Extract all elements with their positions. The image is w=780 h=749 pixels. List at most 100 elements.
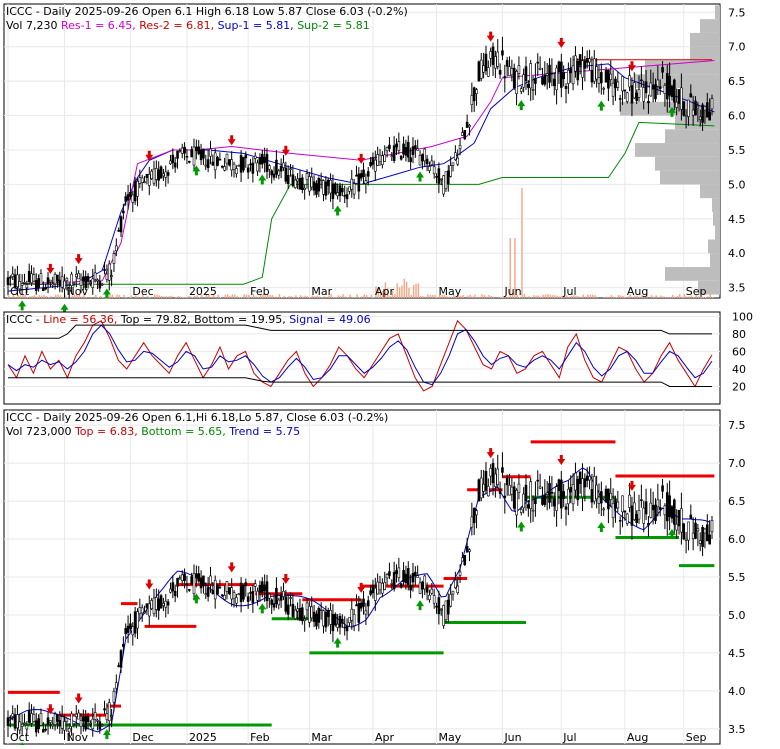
panel-price-support-resistance-volume-bar — [34, 295, 35, 298]
panel-price-support-resistance-volume-bar — [663, 296, 664, 298]
panel-price-support-resistance-frame — [4, 4, 720, 298]
panel-price-trend-candle-body — [664, 506, 666, 515]
panel-price-trend-candle-body — [106, 714, 108, 720]
panel-price-trend-candle-body — [426, 587, 428, 592]
panel-price-trend-candle-body — [40, 713, 42, 725]
panel-price-support-resistance-candle-body — [167, 173, 169, 176]
panel-price-trend-x-tick-label: Dec — [132, 731, 153, 744]
panel-price-trend-candle-body — [191, 577, 193, 585]
panel-price-trend-candle-body — [7, 718, 9, 726]
panel-price-trend-candle-body — [80, 720, 82, 726]
panel-price-support-resistance-volume-bar — [679, 294, 680, 298]
panel-price-support-resistance-volume-bar — [345, 297, 346, 298]
panel-price-support-resistance-candle-body — [579, 55, 581, 66]
panel-price-support-resistance-volume-bar — [225, 295, 226, 298]
panel-price-support-resistance-volume-profile-bar — [715, 226, 720, 240]
panel-price-trend-candle-body — [662, 486, 664, 492]
panel-price-trend-candle-body — [200, 578, 202, 588]
panel-price-trend-candle-body — [633, 503, 635, 520]
panel-price-trend-candle-body — [622, 496, 624, 512]
panel-price-trend-candle-body — [377, 582, 379, 594]
panel-stochastic-oscillator-y-tick-label: 100 — [732, 310, 753, 323]
panel-price-support-resistance-candle-body — [395, 144, 397, 147]
panel-price-trend-candle-body — [250, 592, 252, 593]
panel-price-trend-candle-body — [56, 715, 58, 722]
panel-price-support-resistance-candle-body — [344, 195, 346, 196]
panel-price-trend-candle-body — [282, 591, 284, 596]
panel-price-support-resistance-candle-body — [499, 70, 501, 74]
panel-price-support-resistance-candle-body — [487, 68, 489, 77]
panel-price-trend-candle-body — [247, 597, 249, 602]
panel-price-trend-candle-body — [155, 597, 157, 609]
panel-price-support-resistance-volume-bar — [469, 295, 470, 298]
panel-price-support-resistance-candle-body — [200, 151, 202, 160]
panel-price-support-resistance-volume-bar — [618, 295, 619, 298]
panel-price-trend-candle-body — [12, 714, 14, 717]
panel-price-support-resistance-volume-bar — [606, 297, 607, 298]
panel-price-trend-candle-body — [290, 598, 292, 599]
panel-price-support-resistance-x-tick-label: Sep — [686, 285, 707, 298]
panel-price-support-resistance-candle-body — [358, 174, 360, 191]
panel-price-support-resistance-volume-bar — [100, 296, 101, 298]
panel-price-trend-candle-body — [619, 520, 621, 521]
panel-price-trend-candle-body — [26, 725, 28, 729]
panel-price-trend-candle-body — [582, 479, 584, 497]
panel-price-support-resistance-candle-body — [153, 169, 155, 183]
panel-price-support-resistance-candle-body — [146, 174, 148, 177]
panel-price-support-resistance-candle-body — [52, 284, 54, 285]
panel-price-support-resistance-candle-body — [313, 182, 315, 191]
panel-price-trend-x-tick-label: Feb — [250, 731, 269, 744]
panel-price-support-resistance-volume-bar — [557, 296, 558, 298]
panel-price-trend-candle-body — [617, 502, 619, 508]
panel-price-support-resistance-volume-bar — [333, 297, 334, 298]
panel-price-support-resistance-volume-bar — [429, 295, 430, 298]
panel-price-support-resistance-candle-body — [683, 102, 685, 116]
panel-price-support-resistance-y-tick-label: 3.5 — [728, 282, 746, 295]
panel-price-support-resistance-volume-bar — [342, 294, 343, 298]
panel-price-trend-candle-body — [523, 494, 525, 508]
panel-price-support-resistance-volume-bar — [674, 297, 675, 298]
panel-price-trend-candle-body — [66, 718, 68, 721]
panel-price-trend-candle-body — [537, 480, 539, 481]
panel-price-trend-candle-body — [188, 589, 190, 590]
panel-price-support-resistance-volume-bar — [587, 294, 588, 298]
panel-price-trend-candle-body — [104, 709, 106, 710]
panel-price-support-resistance-candle-body — [662, 67, 664, 72]
panel-price-trend-candle-body — [534, 498, 536, 504]
panel-price-trend-candle-body — [483, 484, 485, 491]
panel-price-support-resistance-volume-bar — [168, 296, 169, 298]
panel-price-support-resistance-volume-bar — [112, 295, 113, 298]
panel-price-support-resistance-volume-bar — [540, 297, 541, 298]
panel-price-support-resistance-volume-bar — [404, 279, 405, 298]
panel-price-trend-x-tick-label: 2025 — [189, 731, 217, 744]
panel-price-support-resistance-candle-body — [676, 102, 678, 107]
panel-price-support-resistance-candle-body — [711, 99, 713, 109]
panel-price-support-resistance-volume-bar — [41, 296, 42, 298]
panel-price-trend-candle-body — [118, 666, 120, 667]
panel-stochastic-oscillator-y-tick-label: 40 — [732, 363, 746, 376]
panel-price-support-resistance-candle-body — [436, 176, 438, 177]
panel-price-trend-candle-body — [624, 511, 626, 512]
panel-price-trend-candle-body — [473, 508, 475, 522]
panel-price-support-resistance-candle-body — [275, 160, 277, 174]
panel-price-support-resistance-candle-body — [139, 178, 141, 184]
panel-price-trend-candle-body — [351, 609, 353, 620]
panel-price-trend-candle-body — [23, 723, 25, 724]
panel-price-support-resistance-candle-body — [290, 169, 292, 170]
panel-price-support-resistance-candle-body — [640, 80, 642, 81]
panel-price-trend-candle-body — [398, 568, 400, 578]
panel-price-support-resistance-candle-body — [224, 167, 226, 171]
panel-price-trend-candle-body — [695, 523, 697, 538]
panel-price-trend-candle-body — [177, 578, 179, 586]
panel-price-trend-candle-body — [603, 509, 605, 510]
panel-price-trend-x-tick-label: May — [439, 731, 462, 744]
panel-price-support-resistance-candle-body — [127, 195, 129, 201]
panel-price-support-resistance-candle-body — [94, 273, 96, 279]
panel-price-support-resistance-candle-body — [363, 170, 365, 177]
panel-price-support-resistance-candle-body — [282, 163, 284, 168]
panel-price-trend-candle-body — [120, 651, 122, 668]
panel-price-support-resistance-candle-body — [379, 155, 381, 161]
panel-price-support-resistance-candle-body — [558, 62, 560, 72]
panel-price-support-resistance-candle-body — [699, 117, 701, 120]
panel-price-support-resistance-candle-body — [235, 168, 237, 173]
